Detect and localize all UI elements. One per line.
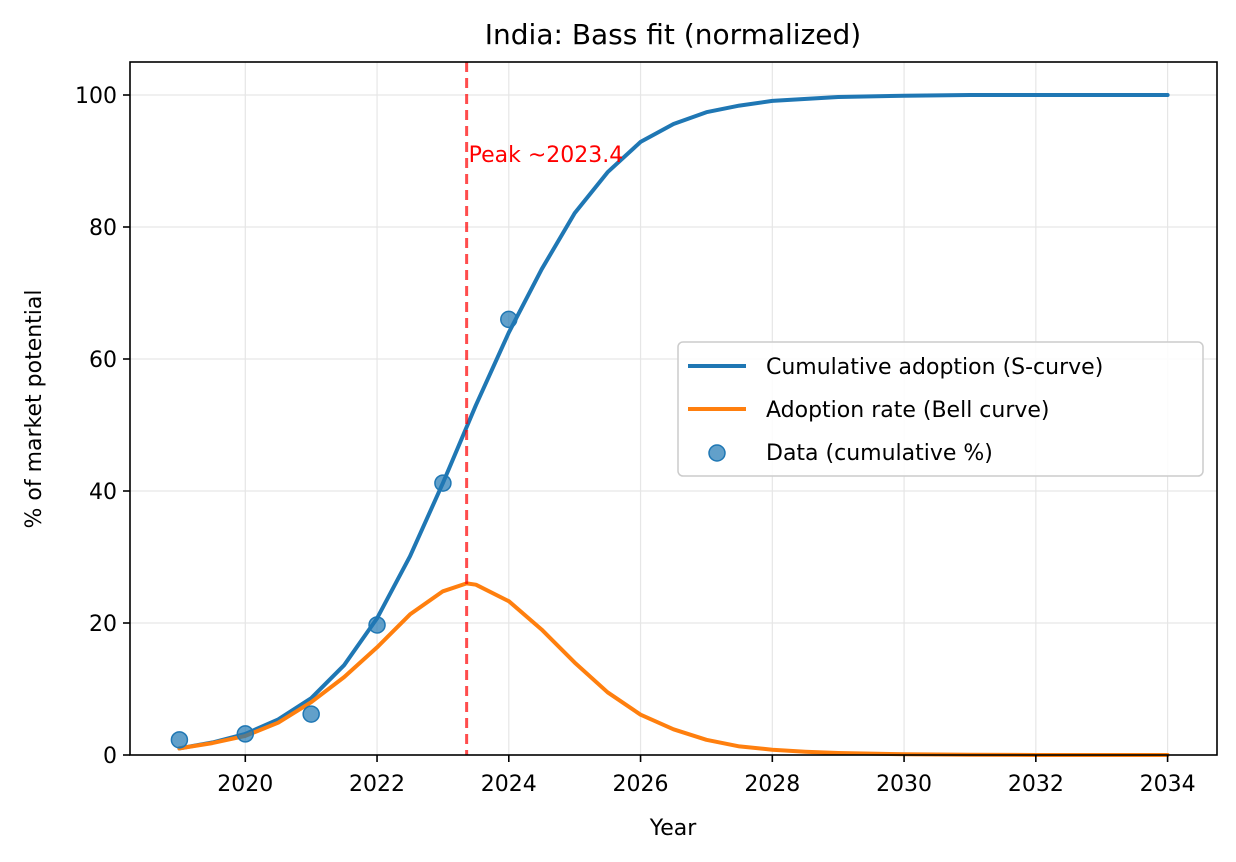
- x-tick-label: 2020: [217, 772, 273, 797]
- y-tick-label: 100: [75, 84, 117, 109]
- x-axis-label: Year: [649, 816, 698, 841]
- data-point: [236, 725, 255, 743]
- data-point: [302, 705, 320, 723]
- legend-label: Cumulative adoption (S-curve): [766, 355, 1103, 380]
- y-tick-label: 0: [103, 744, 117, 769]
- peak-annotation: Peak ~2023.4: [469, 143, 624, 168]
- y-tick-label: 60: [89, 348, 117, 373]
- axes-layer: 2020 2022 2024 2026 2028 2030 2032 2034 0 20 40 60 8…: [75, 61, 1218, 797]
- y-axis-label: % of market potential: [22, 289, 47, 528]
- plot-frame: [129, 61, 1218, 756]
- x-tick-label: 2026: [613, 772, 669, 797]
- series-layer: [170, 62, 1170, 757]
- y-tick-label: 40: [89, 480, 117, 505]
- legend: Cumulative adoption (S-curve) Adoption ra…: [677, 341, 1204, 477]
- series-line-1: [177, 93, 1170, 751]
- data-point: [500, 310, 518, 329]
- x-tick-label: 2034: [1140, 772, 1196, 797]
- x-tick-label: 2024: [481, 772, 537, 797]
- data-point: [368, 616, 386, 634]
- y-tick-label: 80: [89, 216, 117, 241]
- x-tick-label: 2028: [744, 772, 800, 797]
- legend-box: [677, 341, 1204, 477]
- x-tick-label: 2022: [349, 772, 405, 797]
- data-point: [434, 474, 452, 492]
- legend-label: Data (cumulative %): [766, 441, 993, 466]
- x-tick-label: 2032: [1008, 772, 1064, 797]
- legend-label: Adoption rate (Bell curve): [766, 398, 1050, 423]
- legend-swatch-marker: [708, 444, 726, 462]
- series-line-2: [177, 581, 1170, 757]
- y-tick-label: 20: [89, 612, 117, 637]
- chart-title: India: Bass fit (normalized): [485, 18, 861, 51]
- x-tick-label: 2030: [876, 772, 932, 797]
- data-point: [170, 731, 189, 749]
